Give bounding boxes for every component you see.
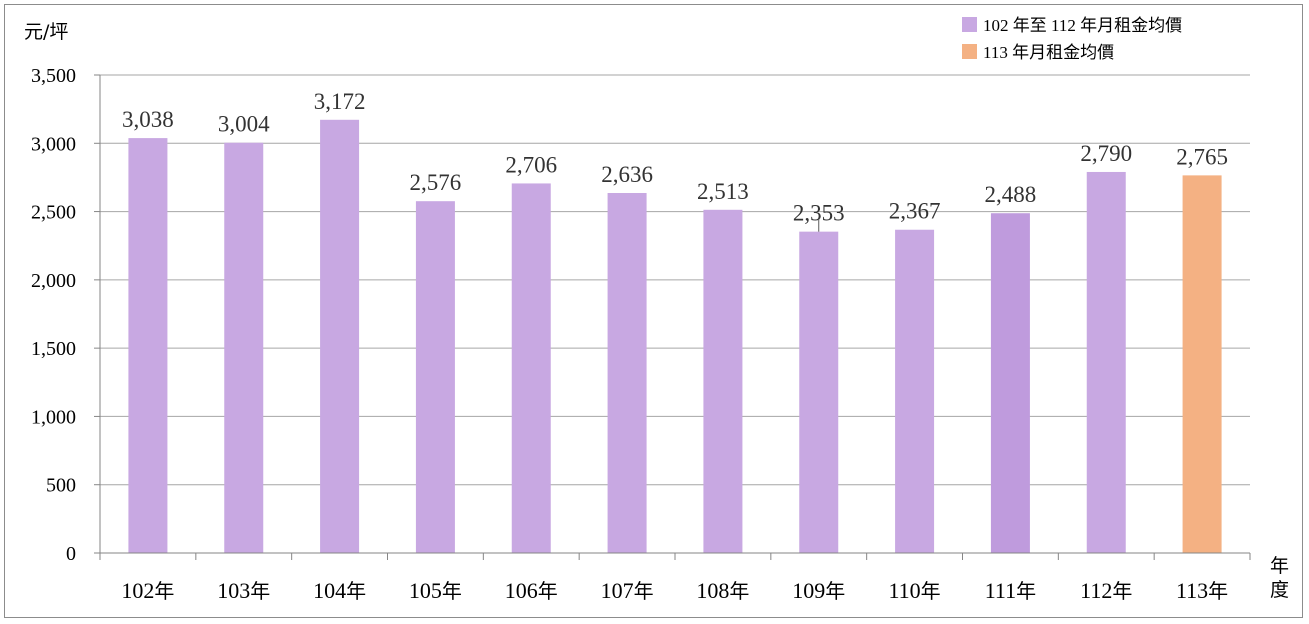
legend-label-series-2: 113 年月租金均價 [983,43,1114,62]
bar-103年 [224,142,264,553]
x-tick-label: 106年 [505,578,558,603]
chart-frame [4,4,1303,618]
x-tick-label: 105年 [409,578,462,603]
x-tick-label: 104年 [313,578,366,603]
x-tick-label: 108年 [696,578,749,603]
y-tick-label: 1,500 [31,338,76,360]
x-tick-label: 109年 [792,578,845,603]
data-label: 2,513 [697,179,749,204]
x-tick-label: 107年 [601,578,654,603]
y-tick-label: 1,000 [31,406,76,428]
data-label: 2,576 [410,170,462,195]
bar-111年 [990,213,1030,554]
x-tick-label: 110年 [888,578,940,603]
bar-113年 [1182,175,1222,553]
bar-107年 [607,192,647,553]
data-label: 2,636 [601,162,653,187]
y-tick-label: 500 [46,475,76,497]
bar-112年 [1086,171,1126,554]
x-tick-label: 113年 [1176,578,1228,603]
bar-106年 [511,183,551,553]
x-tick-label: 111年 [985,578,1036,603]
y-tick-label: 0 [66,543,76,565]
data-label: 2,488 [985,182,1037,207]
y-tick-label: 3,000 [31,133,76,155]
y-tick-label: 2,500 [31,202,76,224]
x-tick-labels: 102年 103年 104年 105年 106年 107年 108年 109年 110年 111年… [121,578,1228,603]
legend-label-series-1: 102 年至 112 年月租金均價 [983,16,1182,35]
data-label: 2,765 [1176,144,1228,169]
bar-108年 [703,209,743,553]
axes [94,74,1251,560]
data-label: 3,172 [314,89,366,114]
y-tick-label: 2,000 [31,270,76,292]
y-tick-labels: 0 500 1,000 1,500 2,000 2,500 3,000 3,500 [31,65,76,565]
x-tick-label: 102年 [121,578,174,603]
legend-swatch-series-1 [962,17,977,32]
bar-102年 [128,138,168,553]
y-tick-label: 3,500 [31,65,76,87]
x-tick-label: 112年 [1080,578,1132,603]
x-tick-label: 103年 [217,578,270,603]
bar-110年 [895,229,935,554]
bar-104年 [320,119,360,554]
bars [128,119,1222,554]
y-axis-title: 元/坪 [24,21,68,43]
data-label: 2,367 [889,199,941,224]
data-label: 2,706 [505,152,557,177]
data-label: 3,004 [218,112,270,137]
gridlines [100,74,1250,486]
legend: 102 年至 112 年月租金均價 113 年月租金均價 [962,16,1182,62]
bar-105年 [415,201,455,553]
data-label: 2,790 [1080,141,1132,166]
bar-109年 [799,231,839,553]
data-label: 3,038 [122,107,174,132]
x-axis-title: 年度 [1270,555,1289,601]
legend-swatch-series-2 [962,44,977,59]
